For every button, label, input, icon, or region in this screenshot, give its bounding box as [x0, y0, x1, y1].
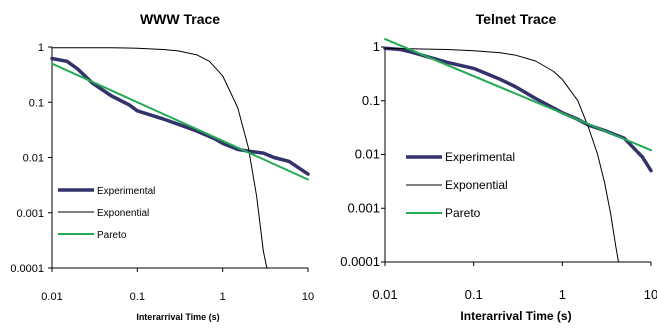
y-tick-label: 0.0001: [10, 263, 44, 275]
y-tick-label: 0.01: [355, 147, 380, 162]
y-tick-label: 0.0001: [340, 254, 380, 269]
x-tick-label: 1: [220, 291, 226, 303]
legend-label: Pareto: [97, 230, 127, 241]
legend-label: Exponential: [445, 178, 508, 192]
x-tick-label: 1: [559, 287, 566, 302]
legend-label: Pareto: [445, 206, 481, 220]
y-tick-label: 1: [373, 39, 380, 54]
plot-area-www: 0.0001 0.001 0.01 0.1 1 0.01 0.1 1 10 Experimenta…: [10, 42, 314, 303]
series-line-experimental: [50, 56, 310, 176]
legend-label: Experimental: [445, 150, 515, 164]
legend: Experimental Exponential Pareto: [406, 150, 515, 220]
x-tick-label: 0.1: [130, 291, 145, 303]
y-tick-label: 0.1: [29, 97, 44, 109]
x-tick-label: 10: [302, 291, 314, 303]
y-tick-label: 1: [38, 42, 44, 54]
x-tick-label: 0.1: [465, 287, 483, 302]
y-tick-label: 0.1: [362, 93, 380, 108]
y-tick-label: 0.01: [23, 153, 44, 165]
series-line-exponential: [384, 47, 619, 263]
x-tick-label: 0.01: [41, 291, 62, 303]
y-tick-label: 0.001: [347, 200, 380, 215]
series-line-experimental: [383, 46, 653, 173]
chart-panel-www: WWW Trace Interarrival Time (s) 0.00010.…: [10, 11, 314, 322]
plot-area-telnet: 0.0001 0.001 0.01 0.1 1 0.01 0.1 1 10 Experimenta…: [340, 38, 657, 302]
legend: Experimental Exponential Pareto: [58, 186, 155, 241]
legend-label: Experimental: [97, 186, 155, 197]
series-line-pareto: [51, 62, 309, 181]
series-line-exponential: [51, 47, 268, 269]
chart-panel-telnet: Telnet Trace Interarrival Time (s) 0.000…: [340, 11, 657, 323]
chart-title: WWW Trace: [140, 11, 220, 27]
x-axis-label: Interarrival Time (s): [136, 312, 219, 322]
chart-title: Telnet Trace: [476, 11, 557, 27]
legend-label: Exponential: [97, 208, 149, 219]
series-line-pareto: [384, 38, 652, 152]
y-tick-label: 0.001: [16, 208, 44, 220]
x-tick-label: 10: [644, 287, 657, 302]
x-tick-label: 0.01: [372, 287, 397, 302]
x-axis-label: Interarrival Time (s): [460, 309, 571, 323]
